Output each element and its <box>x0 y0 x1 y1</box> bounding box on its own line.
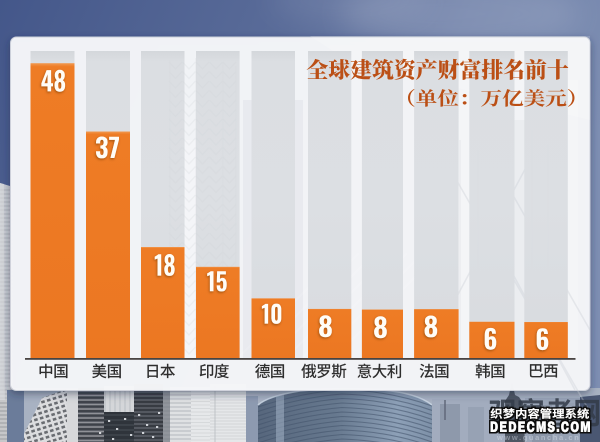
svg-text:www.guancha.cn: www.guancha.cn <box>496 433 580 442</box>
